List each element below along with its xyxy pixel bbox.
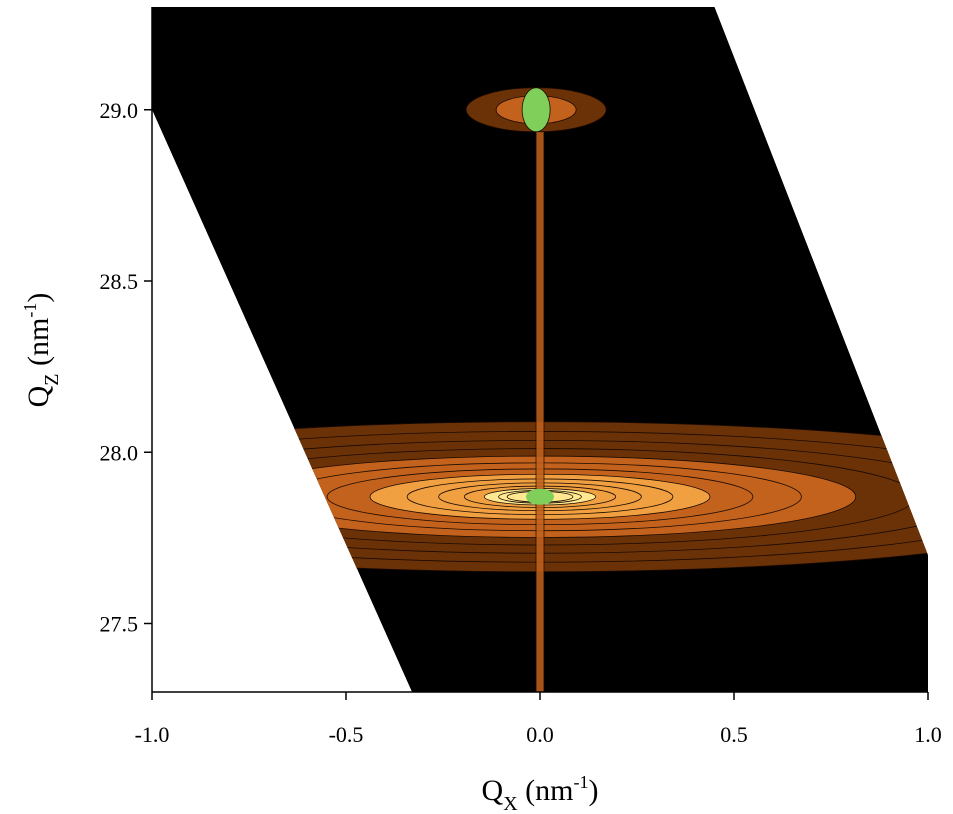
y-axis-label-part: ) <box>22 293 55 303</box>
x-axis-label-part: (nm <box>518 774 574 807</box>
streak <box>535 109 545 692</box>
y-axis-label-part: -1 <box>20 303 40 318</box>
x-tick-label: 0.0 <box>526 722 554 747</box>
peak-center <box>526 488 554 505</box>
x-axis-label-part: -1 <box>573 772 588 792</box>
y-tick-label: 27.5 <box>100 612 139 637</box>
axes: 27.528.028.529.0-1.0 -0.5 0.0 0.5 1.0QX (nm-… <box>20 7 942 814</box>
x-axis-label-part: X <box>503 793 518 814</box>
y-tick-label: 28.0 <box>100 440 139 465</box>
y-tick-label: 28.5 <box>100 269 139 294</box>
y-axis-label-part: Z <box>41 373 63 385</box>
x-tick-label: 1.0 <box>914 722 942 747</box>
x-axis-label-part: ) <box>588 774 598 807</box>
x-tick-label: -0.5 <box>329 722 364 747</box>
y-axis-label-part: Q <box>22 385 55 407</box>
x-tick-label: 0.5 <box>720 722 748 747</box>
x-tick-label: -1.0 <box>135 722 170 747</box>
y-axis-label: QZ (nm-1) <box>20 293 63 408</box>
contour <box>521 87 551 133</box>
y-axis-label-part: (nm <box>22 318 55 374</box>
plot-area <box>152 7 928 692</box>
y-tick-label: 29.0 <box>100 98 139 123</box>
x-axis-label-part: Q <box>482 774 504 807</box>
x-axis-label: QX (nm-1) <box>482 772 599 814</box>
